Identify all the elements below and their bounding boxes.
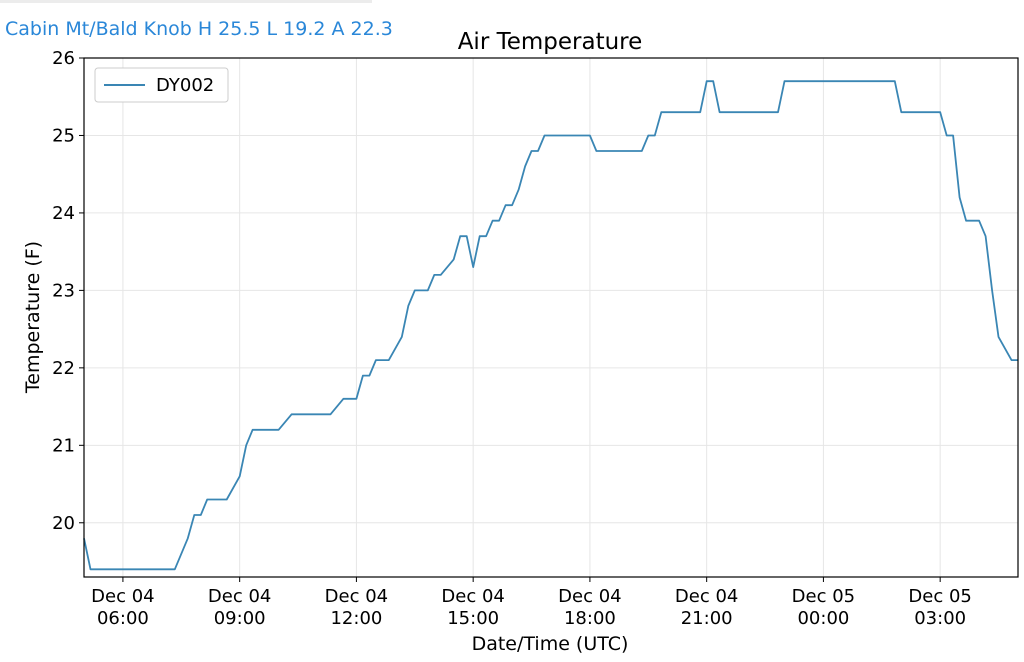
y-tick-label: 24 xyxy=(52,203,75,224)
x-tick-label-date: Dec 05 xyxy=(792,586,855,607)
series-line-dy002 xyxy=(83,80,1018,571)
station-summary-link[interactable]: Cabin Mt/Bald Knob H 25.5 L 19.2 A 22.3 xyxy=(5,18,393,40)
legend-box xyxy=(94,67,229,103)
x-tick-label-date: Dec 04 xyxy=(675,586,738,607)
y-tick-label: 23 xyxy=(52,280,75,301)
x-tick-label-time: 12:00 xyxy=(330,608,382,629)
top-strip xyxy=(0,0,372,3)
series-layer xyxy=(83,80,1018,571)
legend-label-dy002: DY002 xyxy=(156,75,214,96)
grid-layer xyxy=(84,57,1018,577)
x-tick-label-date: Dec 04 xyxy=(91,586,154,607)
x-tick-label-time: 18:00 xyxy=(564,608,616,629)
x-tick-label-date: Dec 04 xyxy=(441,586,504,607)
x-tick-label-date: Dec 04 xyxy=(325,586,388,607)
plot-frame xyxy=(83,57,1019,578)
x-tick-label-time: 03:00 xyxy=(914,608,966,629)
chart-title: Air Temperature xyxy=(458,29,643,55)
x-tick-label-date: Dec 04 xyxy=(558,586,621,607)
y-axis-label: Temperature (F) xyxy=(22,241,44,394)
x-tick-label-date: Dec 05 xyxy=(908,586,971,607)
x-tick-label-time: 09:00 xyxy=(214,608,266,629)
x-tick-label-date: Dec 04 xyxy=(208,586,271,607)
y-tick-label: 25 xyxy=(52,125,75,146)
x-tick-label-time: 21:00 xyxy=(681,608,733,629)
x-tick-label-time: 15:00 xyxy=(447,608,499,629)
legend: DY002 xyxy=(94,67,229,103)
x-axis-label: Date/Time (UTC) xyxy=(472,633,629,655)
y-tick-label: 26 xyxy=(52,48,75,69)
y-tick-label: 20 xyxy=(52,513,75,534)
x-tick-label-time: 00:00 xyxy=(797,608,849,629)
y-tick-label: 22 xyxy=(52,358,75,379)
x-tick-label-time: 06:00 xyxy=(97,608,149,629)
y-tick-label: 21 xyxy=(52,435,75,456)
